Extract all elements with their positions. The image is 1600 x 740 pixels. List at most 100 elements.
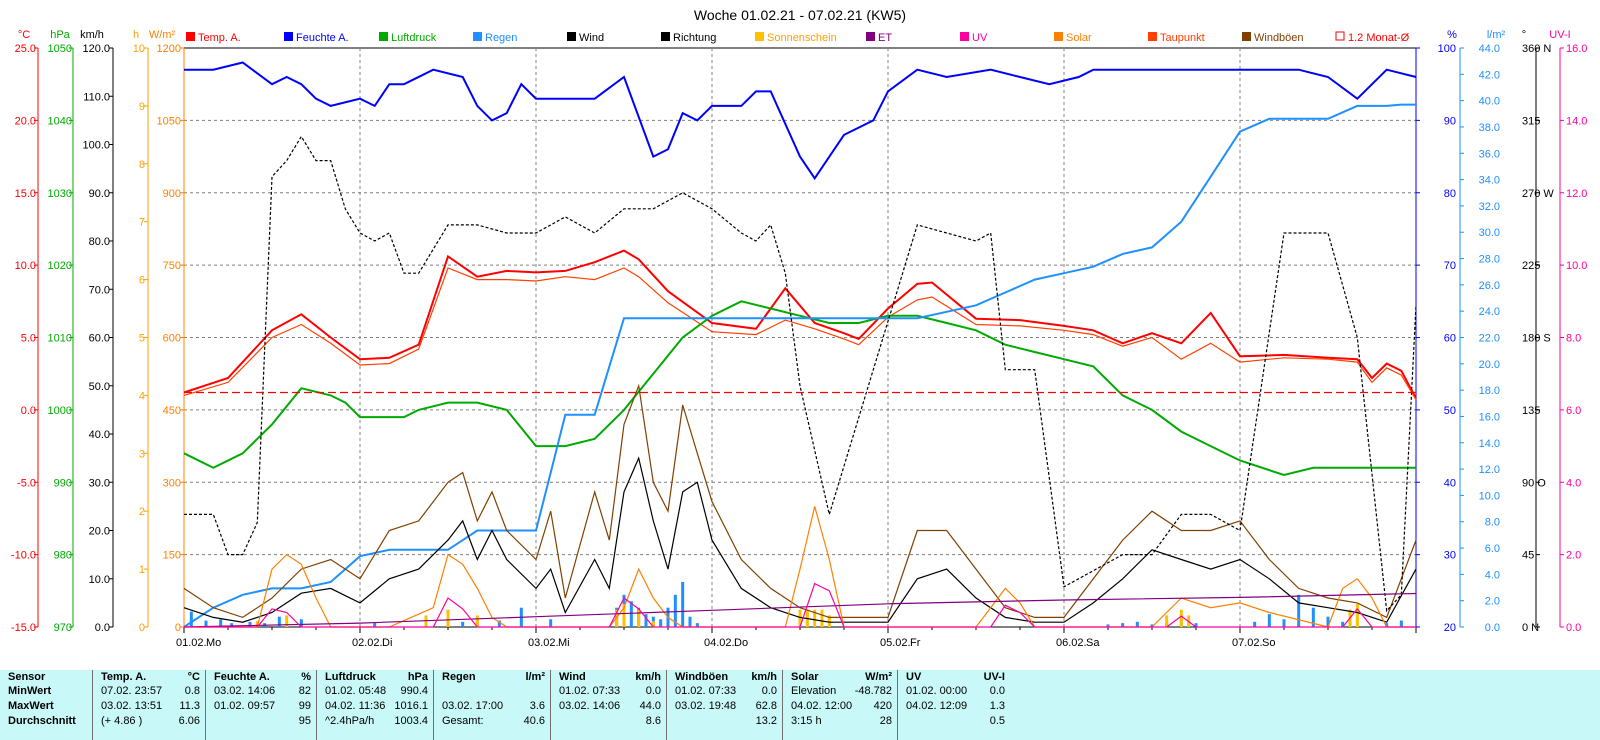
bar-regen [1282, 619, 1286, 627]
axis-tick-label: 34.0 [1479, 175, 1500, 187]
bar-sonnenschein [820, 609, 824, 627]
chart-grid [183, 47, 1417, 628]
stats-cell: Regen [442, 671, 476, 683]
axis-tick-label: 900 [163, 188, 181, 200]
stats-cell: Temp. A. [101, 671, 147, 683]
axis-tick-label: 90 [1444, 115, 1456, 127]
axis-tick-label: 18.0 [1479, 385, 1500, 397]
axis-tick-label: 70 [1444, 260, 1456, 272]
bar-regen [299, 619, 303, 627]
series-line [184, 61, 1417, 181]
stats-cell: Luftdruck [325, 671, 376, 683]
axis-tick-label: 8 [139, 159, 145, 171]
x-tick-label: 01.02. [176, 637, 207, 649]
axis-tick-label: 4.0 [1566, 477, 1581, 489]
stats-cell: hPa [407, 671, 428, 683]
axis-tick-label: 80 [1444, 188, 1456, 200]
axis-tick-label: 3 [139, 448, 145, 460]
axis-tick-label: 60 [1444, 333, 1456, 345]
axis-tick-label: 135 [1522, 405, 1540, 417]
x-day-label: Sa [1086, 637, 1100, 649]
axis-tick-label: 0 [175, 622, 181, 634]
bar-regen [1297, 594, 1301, 627]
axis-tick-label: 110.0 [83, 91, 110, 103]
stats-cell: 01.02. 09:57 [214, 700, 276, 712]
legend-label: Feuchte A. [296, 32, 349, 44]
stats-cell: 01.02. 07:33 [675, 685, 737, 697]
axis-tick-label: 12.0 [1566, 188, 1587, 200]
stats-cell: 1003.4 [394, 715, 428, 727]
x-tick-label: 06.02. [1056, 637, 1087, 649]
legend-swatch [1242, 32, 1251, 41]
bar-regen [204, 620, 208, 627]
axis-tick-label: 8.0 [1566, 333, 1581, 345]
axis-tick-label: 12.0 [1479, 464, 1500, 476]
stats-cell: 03.02. 14:06 [214, 685, 276, 697]
axis-tick-label: 300 [163, 477, 181, 489]
stats-cell: Durchschnitt [8, 715, 76, 727]
stats-cell: 0.5 [989, 715, 1005, 727]
axis-unit: hPa [50, 29, 70, 41]
legend-label: UV [972, 32, 988, 44]
stats-cell: 04.02. 12:09 [906, 700, 968, 712]
legend-swatch [1148, 32, 1157, 41]
axis-tick-label: 16.0 [1479, 411, 1500, 423]
bar-regen [1326, 616, 1330, 627]
legend-swatch [1335, 31, 1345, 41]
bar-sonnenschein [285, 615, 289, 627]
axis-tick-label: 6.0 [1566, 405, 1581, 417]
axis-tick-label: 10.0 [89, 574, 110, 586]
stats-cell: 13.2 [755, 715, 777, 727]
bar-sonnenschein [475, 615, 479, 627]
axis-tick-label: 5.0 [21, 333, 36, 345]
axis-tick-label: 0 [139, 622, 145, 634]
stats-cell: Elevation [791, 685, 837, 697]
axis-tick-label: 25.0 [15, 43, 36, 55]
bar-regen [1311, 607, 1315, 627]
bar-regen [644, 614, 648, 627]
chart-title: Woche 01.02.21 - 07.02.21 (KW5) [694, 7, 906, 23]
plot-frame [183, 47, 1417, 628]
stats-cell: ^2.4hPa/h [325, 715, 375, 727]
x-day-label: So [1262, 637, 1275, 649]
axis-tick-label: 90.0 [89, 188, 110, 200]
stats-cell: km/h [635, 671, 661, 683]
weather-chart: Woche 01.02.21 - 07.02.21 (KW5) 01.02. Mo… [11, 7, 1588, 649]
bar-sonnenschein [446, 609, 450, 627]
axis-tick-label: 100 [1438, 43, 1456, 55]
legend-label: 1.2 Monat-Ø [1348, 32, 1410, 44]
bar-regen [1150, 624, 1154, 627]
bar-regen [1399, 620, 1403, 627]
bar-sonnenschein [622, 603, 626, 627]
axis-tick-label: 0.0 [1485, 622, 1500, 634]
bar-regen [1194, 623, 1198, 627]
bar-regen [688, 616, 692, 627]
x-tick-label: 04.02. [704, 637, 735, 649]
axis-tick-label: 6.0 [1485, 543, 1500, 555]
axis-tick-label: 28.0 [1479, 254, 1500, 266]
axis-tick-label: 1040 [48, 115, 72, 127]
axis-tick-label: 360 N [1522, 43, 1551, 55]
axis-tick-label: 14.0 [1479, 438, 1500, 450]
legend-label: Wind [579, 32, 604, 44]
stats-cell: 28 [879, 715, 892, 727]
stats-cell: 99 [298, 700, 311, 712]
axis-tick-label: 7 [139, 217, 145, 229]
series-line [184, 135, 1417, 613]
axis-tick-label: 980 [54, 550, 72, 562]
axis-unit: ° [1522, 29, 1526, 41]
axis-tick-label: 5 [139, 333, 145, 345]
series-line [184, 582, 1416, 628]
bar-regen [1267, 614, 1271, 627]
legend-swatch [755, 32, 764, 41]
bar-regen [659, 619, 663, 627]
legend-label: Regen [485, 32, 517, 44]
stats-cell: 990.4 [400, 685, 428, 697]
axis-tick-label: 1 [139, 564, 145, 576]
stats-column: Feuchte A.% 03.02. 14:06 01.02. 09:57 82 99 9… [205, 670, 317, 740]
axis-unit: l/m² [1487, 29, 1506, 41]
axis-tick-label: 32.0 [1479, 201, 1500, 213]
axis-tick-label: -15.0 [11, 622, 36, 634]
bar-regen [673, 594, 677, 627]
axis-tick-label: 4.0 [1485, 569, 1500, 581]
